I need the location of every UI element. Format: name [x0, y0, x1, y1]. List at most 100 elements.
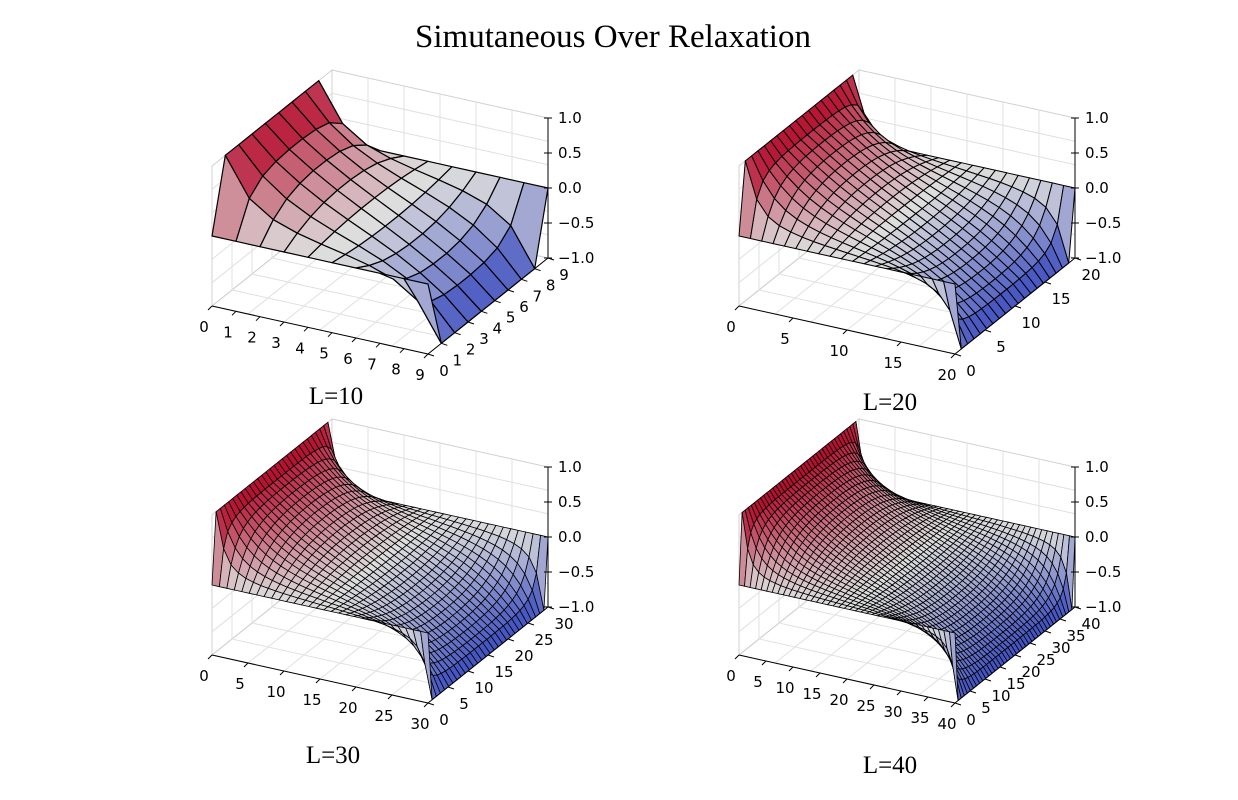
figure-title: Simutaneous Over Relaxation: [415, 19, 811, 55]
y-tick: [507, 638, 515, 642]
x-tick: [303, 326, 309, 332]
subplot-caption: L=40: [863, 752, 917, 779]
y-tick-label: 0: [966, 362, 976, 380]
x-tick: [761, 660, 767, 666]
z-tick-label: −0.5: [558, 214, 594, 232]
y-tick: [427, 702, 435, 706]
subplot-4: 0 5 10 15 20 25 30 35 40 05101520253035401.00.50.…: [726, 417, 1121, 779]
x-tick-label: 2: [247, 329, 257, 347]
y-tick: [1014, 305, 1022, 309]
y-tick-label: 20: [514, 647, 533, 665]
x-tick-label: 0: [199, 318, 209, 336]
x-tick-label: 8: [391, 361, 401, 379]
x-tick: [788, 666, 794, 672]
surface: [211, 80, 549, 344]
x-tick: [351, 686, 357, 692]
x-tick: [243, 662, 249, 668]
z-tick-label: 0.5: [558, 493, 582, 511]
z-tick-label: 1.0: [558, 458, 582, 476]
x-tick-label: 15: [302, 691, 321, 709]
x-tick-label: 25: [374, 707, 393, 725]
subplot-caption: L=30: [306, 742, 360, 769]
y-tick: [447, 686, 455, 690]
y-tick: [507, 289, 515, 293]
y-tick-label: 20: [1081, 266, 1100, 284]
x-tick: [842, 678, 848, 684]
x-tick: [423, 702, 429, 708]
x-tick-label: 15: [802, 685, 821, 703]
subplot-3: 0 5 10 15 20 25 30 0510152025301.00.50.0−0.5−1.…: [199, 417, 594, 769]
z-tick-label: 0.0: [1085, 179, 1109, 197]
y-tick-label: 8: [546, 277, 556, 295]
x-tick: [734, 654, 740, 660]
y-tick-label: 15: [1051, 290, 1070, 308]
y-tick: [487, 654, 495, 658]
x-tick: [207, 654, 213, 660]
y-tick: [954, 702, 962, 706]
z-tick-label: 0.5: [1085, 493, 1109, 511]
x-tick: [207, 305, 213, 311]
y-tick: [481, 310, 488, 314]
x-tick-label: 4: [295, 339, 305, 357]
surface: [211, 421, 549, 701]
z-tick-label: 1.0: [1085, 109, 1109, 127]
y-tick: [1044, 281, 1052, 285]
y-tick-label: 0: [966, 711, 976, 729]
y-tick-label: 2: [466, 341, 476, 359]
x-tick: [788, 317, 794, 323]
y-tick-label: 15: [494, 663, 513, 681]
x-tick: [231, 310, 237, 316]
x-tick-label: 20: [338, 699, 357, 717]
y-tick: [1029, 642, 1037, 646]
x-tick: [423, 353, 429, 359]
x-tick: [842, 329, 848, 335]
x-tick-label: 10: [266, 683, 285, 701]
x-tick: [375, 342, 381, 348]
x-tick: [315, 678, 321, 684]
z-tick-label: −0.5: [1085, 214, 1121, 232]
y-tick-label: 10: [474, 679, 493, 697]
y-tick-label: 5: [459, 695, 469, 713]
x-tick-label: 0: [726, 318, 736, 336]
subplot-caption: L=20: [863, 389, 917, 416]
z-tick-label: 1.0: [558, 109, 582, 127]
y-tick: [969, 690, 977, 694]
x-tick: [279, 321, 285, 327]
x-tick-label: 9: [415, 366, 425, 384]
x-tick-label: 30: [883, 703, 902, 721]
x-tick-label: 40: [937, 715, 956, 733]
y-tick-label: 3: [479, 330, 489, 348]
x-tick: [869, 684, 875, 690]
x-tick-label: 6: [343, 350, 353, 368]
y-tick-label: 6: [519, 298, 529, 316]
y-tick-label: 4: [493, 319, 503, 337]
x-tick-label: 10: [775, 679, 794, 697]
x-tick-label: 5: [753, 673, 763, 691]
x-tick: [950, 702, 956, 708]
y-tick-label: 40: [1081, 615, 1100, 633]
surface: [738, 74, 1076, 350]
x-tick-label: 25: [856, 697, 875, 715]
x-tick-label: 7: [367, 355, 377, 373]
y-tick-label: 10: [991, 687, 1010, 705]
z-tick-label: 0.0: [558, 179, 582, 197]
y-tick-label: 1: [453, 351, 463, 369]
y-tick-label: 5: [996, 338, 1006, 356]
z-tick-label: 0.5: [1085, 144, 1109, 162]
subplot-2: 0 5 10 15 20 0 5 10 15 20 1.0 0.5 0.0 −0.5 −1.0 L=20: [726, 68, 1121, 416]
x-tick: [351, 337, 357, 343]
z-tick-label: 0.5: [558, 144, 582, 162]
y-tick-label: 0: [439, 711, 449, 729]
x-tick-label: 35: [910, 709, 929, 727]
x-tick-label: 20: [829, 691, 848, 709]
y-tick: [467, 321, 475, 325]
y-tick: [984, 678, 992, 682]
y-tick: [1059, 618, 1067, 622]
x-tick-label: 30: [410, 715, 429, 733]
y-tick: [521, 278, 528, 282]
x-tick: [815, 672, 821, 678]
y-tick: [494, 300, 501, 304]
y-tick: [984, 329, 992, 333]
x-axis-line: [211, 305, 429, 355]
